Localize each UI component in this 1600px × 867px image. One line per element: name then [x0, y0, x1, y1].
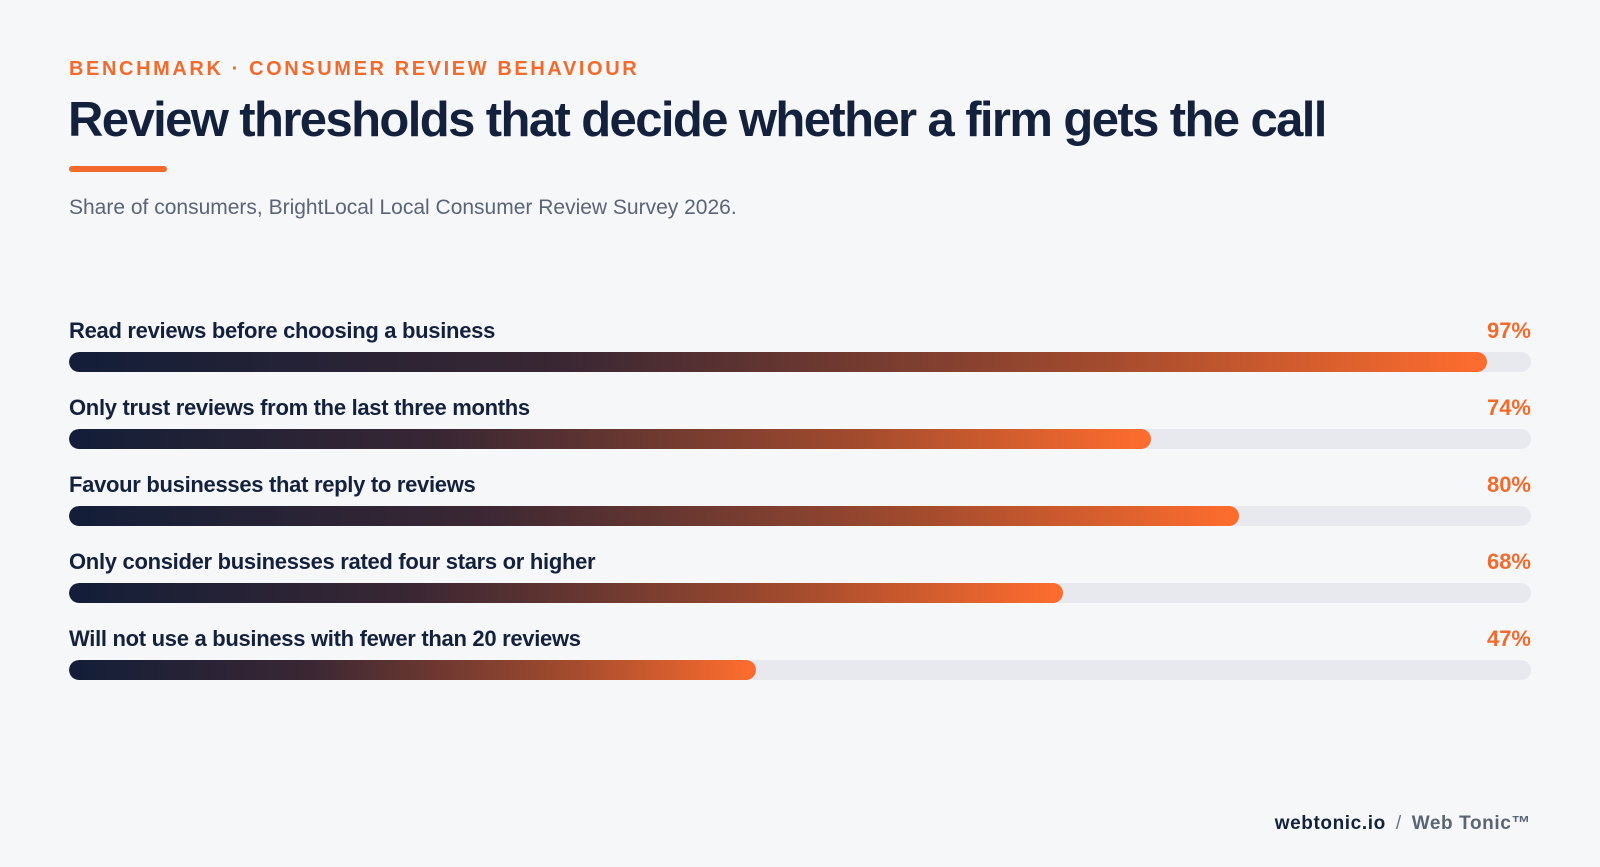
bar-category-label: Read reviews before choosing a business	[69, 318, 496, 343]
footer-domain: webtonic.io	[1274, 813, 1386, 834]
bar-row: Only trust reviews from the last three m…	[69, 395, 1531, 472]
bar-row: Will not use a business with fewer than …	[69, 626, 1531, 703]
bar-fill	[69, 660, 757, 680]
chart-title: Review thresholds that decide whether a …	[68, 93, 1327, 147]
bar-value-label: 74%	[1486, 395, 1531, 420]
chart-subtitle: Share of consumers, BrightLocal Local Co…	[69, 196, 737, 219]
bar-track	[69, 583, 1531, 603]
footer-credit: webtonic.io / Web Tonic™	[1275, 813, 1531, 835]
bar-category-label: Only consider businesses rated four star…	[69, 549, 596, 574]
bar-fill	[69, 506, 1239, 526]
footer-brand: Web Tonic™	[1411, 813, 1531, 834]
bar-value-label: 97%	[1486, 318, 1531, 343]
bar-value-label: 80%	[1486, 472, 1531, 497]
footer-separator: /	[1395, 813, 1402, 834]
bar-category-label: Will not use a business with fewer than …	[69, 626, 581, 651]
bar-value-label: 47%	[1486, 626, 1531, 651]
bar-row: Favour businesses that reply to reviews 8…	[69, 472, 1531, 549]
bar-category-label: Only trust reviews from the last three m…	[69, 395, 530, 420]
bar-fill	[69, 583, 1064, 603]
bar-row: Only consider businesses rated four star…	[69, 549, 1531, 626]
bar-value-label: 68%	[1486, 549, 1531, 574]
bar-track	[69, 506, 1531, 526]
bar-row: Read reviews before choosing a business 9…	[69, 318, 1531, 395]
bar-fill	[69, 352, 1488, 372]
bar-track	[69, 660, 1531, 680]
eyebrow-label: BENCHMARK · CONSUMER REVIEW BEHAVIOUR	[69, 58, 640, 80]
bar-track	[69, 352, 1531, 372]
bar-track	[69, 429, 1531, 449]
title-underline	[69, 166, 167, 172]
bar-chart: Read reviews before choosing a business 9…	[69, 318, 1531, 703]
bar-fill	[69, 429, 1151, 449]
bar-category-label: Favour businesses that reply to reviews	[69, 472, 476, 497]
